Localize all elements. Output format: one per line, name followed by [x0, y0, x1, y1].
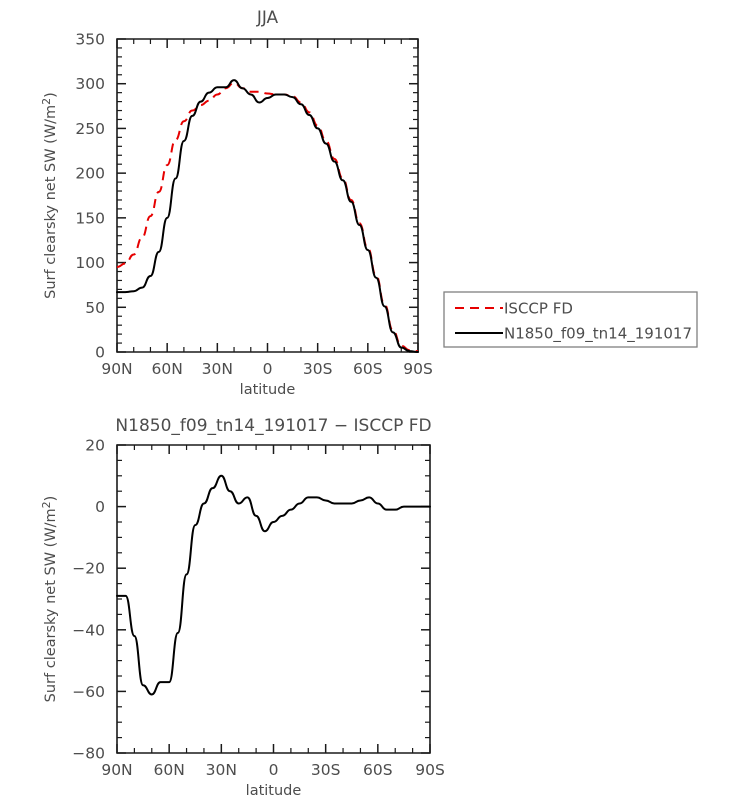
x-tick-label: 90N [101, 360, 132, 378]
y-tick-label: 100 [75, 254, 105, 272]
y-tick-label: −80 [72, 745, 105, 763]
legend-entry-label: ISCCP FD [504, 300, 573, 318]
x-tick-label: 30N [206, 761, 237, 779]
plot-frame [116, 444, 431, 754]
x-tick-label: 60N [154, 761, 185, 779]
x-tick-label: 0 [263, 360, 273, 378]
x-tick-label: 90S [403, 360, 433, 378]
y-tick-label: 50 [85, 299, 105, 317]
y-tick-label: 350 [75, 31, 105, 49]
x-tick-label: 0 [269, 761, 279, 779]
x-tick-label: 90N [101, 761, 132, 779]
panel-title: N1850_f09_tn14_191017 − ISCCP FD [115, 416, 431, 436]
x-tick-label: 30S [311, 761, 341, 779]
plot-frame [116, 38, 419, 353]
data-series-line [116, 79, 419, 353]
y-tick-label: 0 [95, 498, 105, 516]
y-tick-label: 0 [95, 344, 105, 362]
x-axis-title: latitude [240, 382, 296, 398]
top-panel: 0 50 100 150 200 250 300 350 90N 60N 30N 0 30S 60S 90S… [40, 8, 433, 398]
y-tick-label: 250 [75, 120, 105, 138]
x-tick-label: 90S [415, 761, 445, 779]
data-series-line [116, 81, 419, 353]
y-axis-title: Surf clearsky net SW (W/m2) [40, 92, 59, 299]
y-tick-label: −20 [72, 560, 105, 578]
y-axis-title: Surf clearsky net SW (W/m2) [40, 496, 59, 703]
panel-title: JJA [256, 8, 279, 28]
legend: ISCCP FD N1850_f09_tn14_191017 [443, 291, 698, 348]
y-tick-label: −40 [72, 621, 105, 639]
y-tick-label: 300 [75, 75, 105, 93]
legend-box [443, 291, 698, 348]
x-tick-label: 60S [353, 360, 383, 378]
data-series-line [116, 474, 431, 696]
x-tick-label: 60S [363, 761, 393, 779]
x-tick-label: 30N [202, 360, 233, 378]
x-axis-title: latitude [246, 783, 302, 799]
y-tick-label: 200 [75, 165, 105, 183]
x-tick-label: 60N [152, 360, 183, 378]
y-tick-label: 20 [85, 437, 105, 455]
legend-entry-label: N1850_f09_tn14_191017 [504, 325, 692, 344]
x-tick-label: 30S [303, 360, 333, 378]
y-tick-label: −60 [72, 683, 105, 701]
difference-panel: −80 −60 −40 −20 0 20 90N 60N 30N 0 30S 60S 90S latitu… [40, 416, 445, 799]
y-tick-label: 150 [75, 209, 105, 227]
